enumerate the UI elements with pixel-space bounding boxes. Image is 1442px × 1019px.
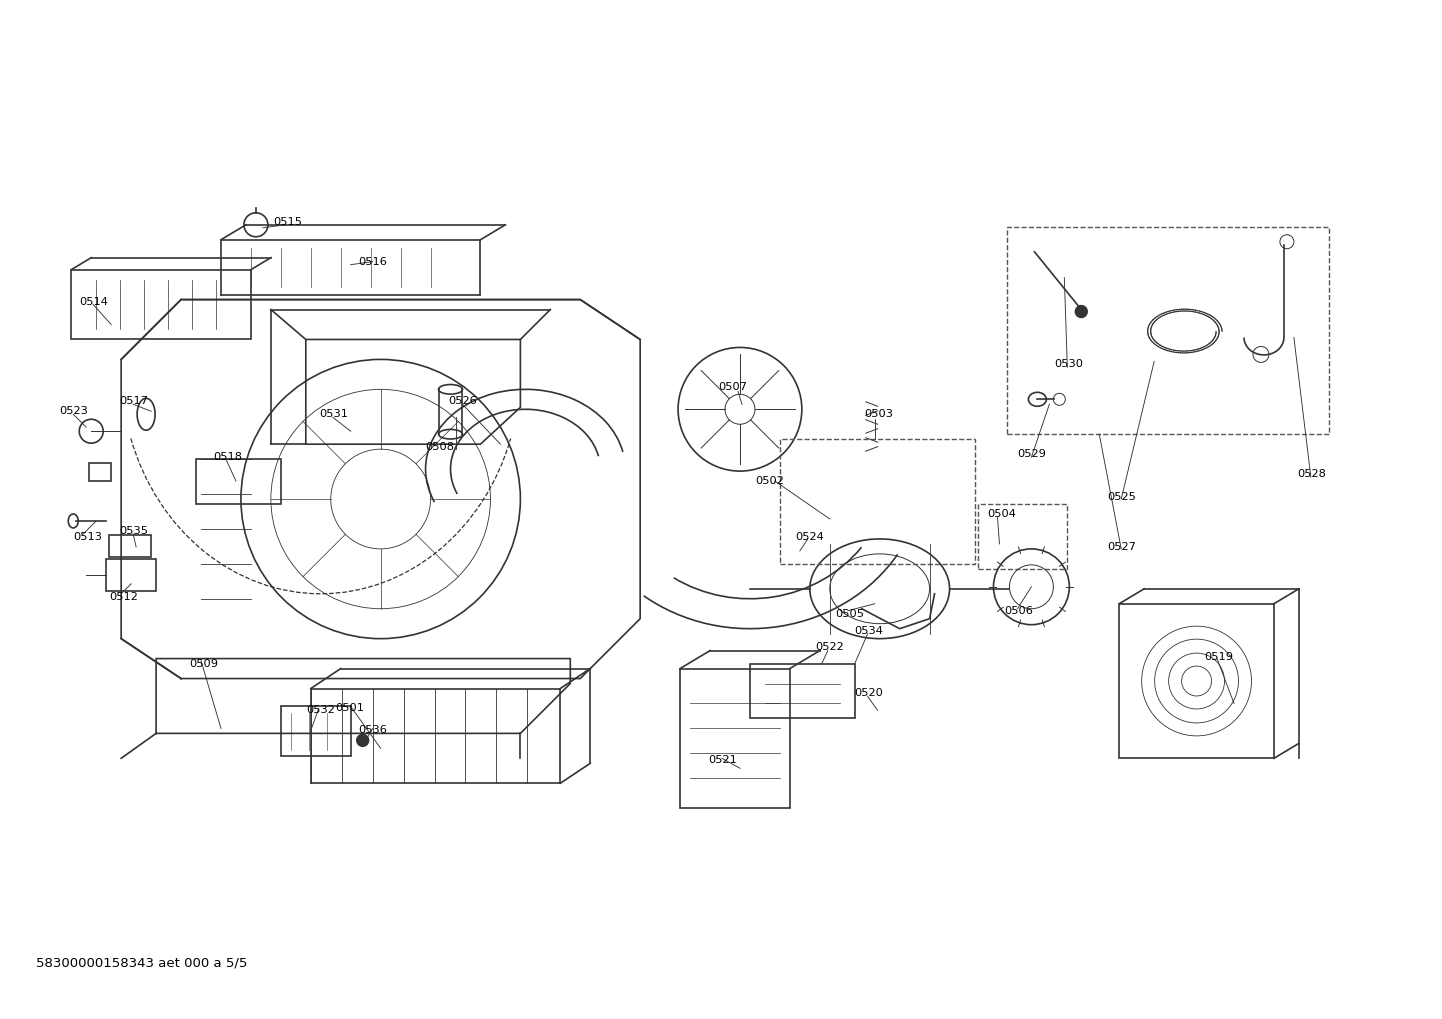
Text: 0506: 0506 bbox=[1005, 605, 1034, 615]
Text: 0531: 0531 bbox=[319, 410, 348, 419]
Text: 0520: 0520 bbox=[855, 689, 884, 698]
Bar bbox=[780, 439, 975, 564]
Text: 0521: 0521 bbox=[708, 755, 737, 765]
Text: 58300000158343 aet 000 a 5/5: 58300000158343 aet 000 a 5/5 bbox=[36, 956, 248, 969]
Text: 0508: 0508 bbox=[425, 442, 454, 452]
Text: 0515: 0515 bbox=[273, 217, 301, 227]
Bar bbox=[1008, 227, 1330, 434]
Text: 0517: 0517 bbox=[120, 396, 149, 407]
Text: 0519: 0519 bbox=[1204, 651, 1233, 661]
Text: 0522: 0522 bbox=[815, 642, 844, 651]
Text: 0518: 0518 bbox=[213, 452, 242, 463]
Text: 0529: 0529 bbox=[1018, 449, 1047, 460]
Text: 0523: 0523 bbox=[59, 407, 88, 417]
Bar bbox=[196, 460, 281, 504]
Bar bbox=[71, 270, 251, 339]
Text: 0525: 0525 bbox=[1107, 492, 1136, 502]
Text: 0509: 0509 bbox=[189, 658, 218, 668]
Text: 0530: 0530 bbox=[1054, 360, 1083, 370]
Text: 0535: 0535 bbox=[120, 526, 149, 536]
Bar bbox=[1119, 603, 1273, 758]
Bar bbox=[681, 668, 790, 808]
Bar bbox=[107, 558, 156, 591]
Text: 0504: 0504 bbox=[988, 508, 1017, 519]
Text: 0514: 0514 bbox=[79, 297, 108, 307]
Text: 0534: 0534 bbox=[855, 626, 884, 636]
Text: 0505: 0505 bbox=[835, 608, 864, 619]
Text: 0502: 0502 bbox=[756, 476, 784, 486]
Text: 0527: 0527 bbox=[1107, 542, 1136, 552]
Bar bbox=[281, 706, 350, 756]
Bar bbox=[750, 663, 855, 718]
Text: 0528: 0528 bbox=[1296, 469, 1325, 479]
Text: 0532: 0532 bbox=[306, 705, 335, 715]
Circle shape bbox=[1076, 306, 1087, 318]
Text: 0513: 0513 bbox=[74, 532, 102, 542]
Circle shape bbox=[356, 735, 369, 746]
Text: 0507: 0507 bbox=[718, 382, 747, 392]
Bar bbox=[89, 463, 111, 481]
Text: 0501: 0501 bbox=[336, 703, 365, 713]
Text: 0516: 0516 bbox=[359, 257, 388, 267]
Text: 0536: 0536 bbox=[359, 726, 388, 736]
Text: 0524: 0524 bbox=[795, 532, 823, 542]
Bar bbox=[110, 535, 151, 556]
Text: 0503: 0503 bbox=[865, 410, 894, 419]
Text: 0526: 0526 bbox=[448, 396, 477, 407]
Text: 0512: 0512 bbox=[110, 592, 138, 602]
Bar bbox=[978, 504, 1067, 569]
